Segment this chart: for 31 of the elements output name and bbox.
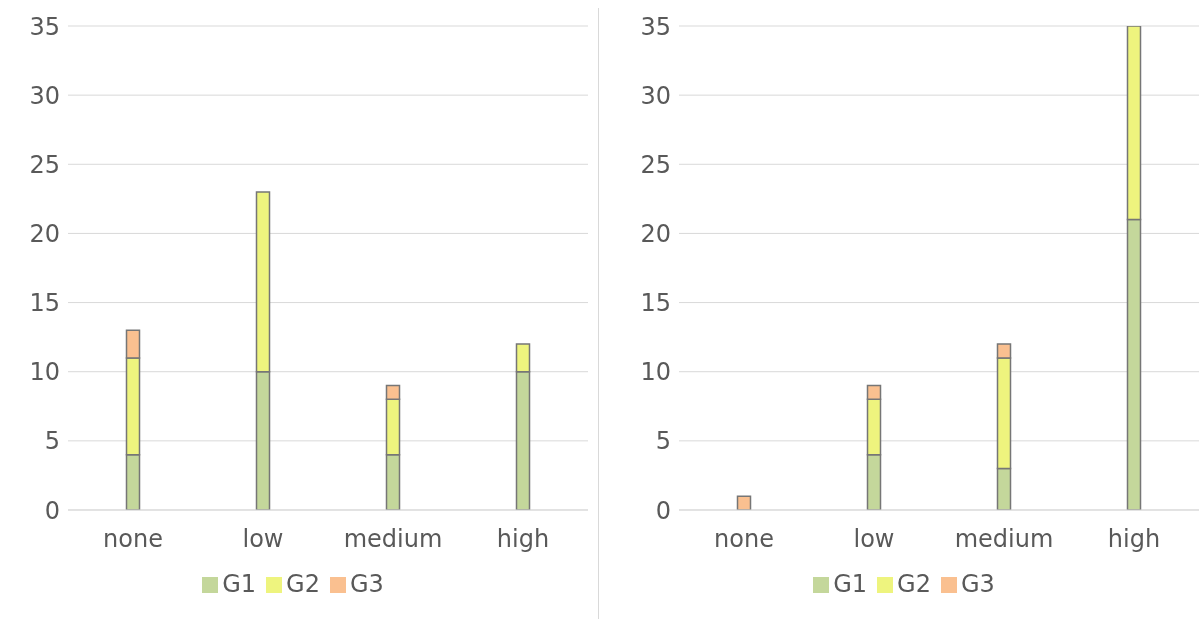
x-tick-label: none [714, 525, 774, 554]
x-tick-label: medium [343, 525, 443, 554]
x-tick-label: high [1107, 525, 1161, 554]
x-tick-label: medium [954, 525, 1054, 554]
y-tick-label: 15 [29, 289, 60, 318]
y-tick-label: 20 [29, 219, 60, 248]
x-tick-label: high [496, 525, 550, 554]
y-tick-label: 15 [640, 289, 671, 318]
x-tick-label: low [853, 525, 895, 554]
legend-label: G1 [833, 570, 868, 598]
legend-label: G2 [897, 570, 931, 598]
bar [736, 495, 752, 510]
y-tick-label: 5 [44, 427, 60, 456]
y-tick-label: 0 [655, 496, 671, 525]
y-tick-label: 25 [29, 150, 60, 179]
legend-label: G3 [960, 570, 995, 598]
y-tick-label: 25 [640, 150, 671, 179]
x-tick-label: none [103, 525, 163, 554]
y-tick-label: 10 [640, 358, 671, 387]
y-tick-label: 35 [29, 12, 60, 41]
y-tick-label: 30 [29, 81, 60, 110]
y-tick-label: 10 [29, 358, 60, 387]
legend-label: G3 [349, 570, 384, 598]
y-tick-label: 5 [655, 427, 671, 456]
y-tick-label: 35 [640, 12, 671, 41]
x-tick-label: low [242, 525, 284, 554]
y-tick-label: 20 [640, 219, 671, 248]
legend-label: G2 [286, 570, 320, 598]
y-tick-label: 30 [640, 81, 671, 110]
y-tick-label: 0 [44, 496, 60, 525]
legend-label: G1 [222, 570, 257, 598]
